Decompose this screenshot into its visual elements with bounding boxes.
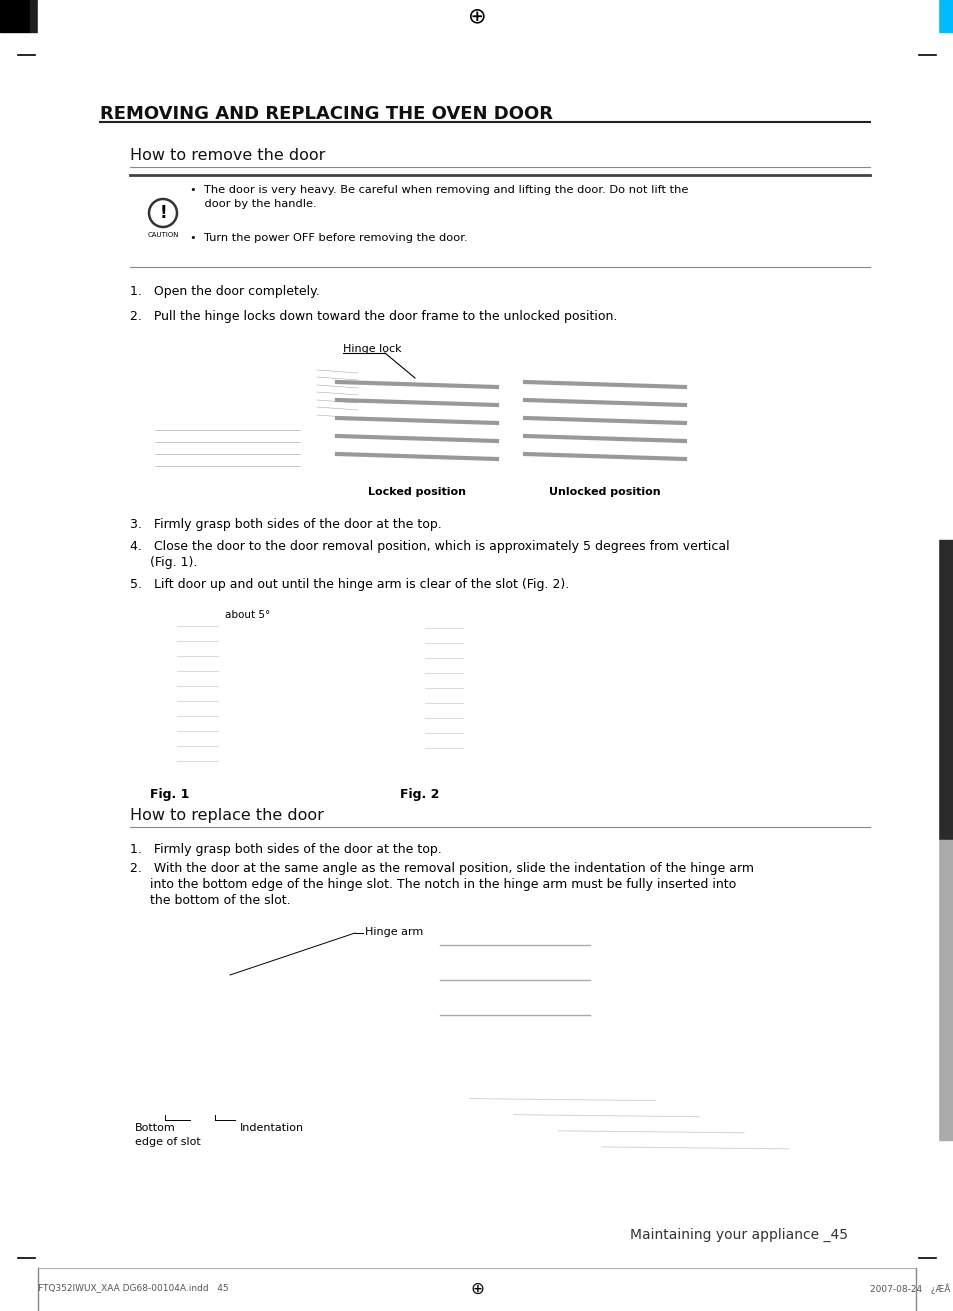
Text: into the bottom edge of the hinge slot. The notch in the hinge arm must be fully: into the bottom edge of the hinge slot. … [130,878,736,891]
Text: How to replace the door: How to replace the door [130,808,323,823]
Text: 2.   With the door at the same angle as the removal position, slide the indentat: 2. With the door at the same angle as th… [130,863,753,874]
Text: •  The door is very heavy. Be careful when removing and lifting the door. Do not: • The door is very heavy. Be careful whe… [190,185,688,195]
Circle shape [588,433,604,448]
Text: Maintaining your appliance _45: Maintaining your appliance _45 [629,1228,847,1242]
Bar [90,0,120,31]
Text: Hinge arm: Hinge arm [365,927,423,937]
Bar [893,0,923,31]
Text: Unlocked position: Unlocked position [549,486,660,497]
Bar [863,0,893,31]
Text: Locked position: Locked position [368,486,465,497]
Polygon shape [430,876,740,910]
Bar [336,362,497,477]
Polygon shape [148,600,339,773]
Text: (Fig. 1).: (Fig. 1). [130,556,197,569]
Bar [833,0,863,31]
Bar [180,1058,234,1070]
Polygon shape [397,600,589,773]
Polygon shape [387,392,427,452]
Polygon shape [430,910,599,1083]
Bar [154,364,299,420]
FancyArrowPatch shape [512,662,517,695]
FancyBboxPatch shape [392,595,596,779]
FancyBboxPatch shape [320,326,708,499]
Bar [210,0,240,31]
FancyArrowPatch shape [202,627,212,645]
Polygon shape [579,387,619,452]
Bar [60,0,90,31]
Text: the bottom of the slot.: the bottom of the slot. [130,894,291,907]
Bar [743,0,773,31]
Polygon shape [174,606,220,768]
Bar [240,0,270,31]
Polygon shape [393,1083,646,1163]
Text: ⊕: ⊕ [470,1280,483,1298]
Text: Bottom: Bottom [135,1124,175,1133]
Bar [713,0,743,31]
Bar [911,840,953,1141]
Text: 1.   Firmly grasp both sides of the door at the top.: 1. Firmly grasp both sides of the door a… [130,843,441,856]
Text: CAUTION: CAUTION [147,232,178,239]
Bar [30,0,60,31]
Text: 3.   Firmly grasp both sides of the door at the top.: 3. Firmly grasp both sides of the door a… [130,518,441,531]
Bar [911,540,953,840]
Text: 1.   Open the door completely.: 1. Open the door completely. [130,284,319,298]
Text: How to remove the door: How to remove the door [130,148,325,163]
Text: Fig. 1: Fig. 1 [150,788,190,801]
Text: ⊕: ⊕ [467,7,486,26]
Bar [150,0,180,31]
Bar [923,0,953,31]
Polygon shape [314,364,359,490]
Bar [683,0,713,31]
Text: 2007-08-24   ¿ÆÂ 6:17:37: 2007-08-24 ¿ÆÂ 6:17:37 [869,1283,953,1294]
Circle shape [398,429,415,444]
Bar [524,362,684,477]
Circle shape [208,1008,222,1023]
Text: 05  MAINTAINING YOUR APPLIANCE: 05 MAINTAINING YOUR APPLIANCE [927,587,937,793]
Text: !: ! [159,205,167,222]
Polygon shape [190,954,245,1055]
Text: about 5°: about 5° [225,610,270,620]
Text: REMOVING AND REPLACING THE OVEN DOOR: REMOVING AND REPLACING THE OVEN DOOR [100,105,553,123]
FancyBboxPatch shape [142,595,346,779]
Bar [439,926,590,1072]
Bar [154,368,299,388]
Bar [773,0,803,31]
Text: Hinge lock: Hinge lock [343,343,401,354]
Polygon shape [145,340,314,361]
Bar [205,739,350,923]
Bar [180,0,210,31]
Bar [0,0,30,31]
Circle shape [149,199,177,227]
Text: 2.   Pull the hinge locks down toward the door frame to the unlocked position.: 2. Pull the hinge locks down toward the … [130,309,617,323]
Text: 5.   Lift door up and out until the hinge arm is clear of the slot (Fig. 2).: 5. Lift door up and out until the hinge … [130,578,569,591]
Text: •  Turn the power OFF before removing the door.: • Turn the power OFF before removing the… [190,233,467,243]
Text: edge of slot: edge of slot [135,1137,200,1147]
Bar [120,0,150,31]
Polygon shape [599,876,740,1083]
Bar [152,739,198,923]
Text: 4.   Close the door to the door removal position, which is approximately 5 degre: 4. Close the door to the door removal po… [130,540,729,553]
Bar [803,0,833,31]
Text: Fig. 2: Fig. 2 [399,788,439,801]
Polygon shape [422,608,464,766]
Text: Indentation: Indentation [240,1124,304,1133]
Text: door by the handle.: door by the handle. [190,199,316,208]
Bar [130,174,869,267]
FancyBboxPatch shape [140,910,365,1120]
Text: FTQ352IWUX_XAA DG68-00104A.indd   45: FTQ352IWUX_XAA DG68-00104A.indd 45 [38,1283,229,1293]
